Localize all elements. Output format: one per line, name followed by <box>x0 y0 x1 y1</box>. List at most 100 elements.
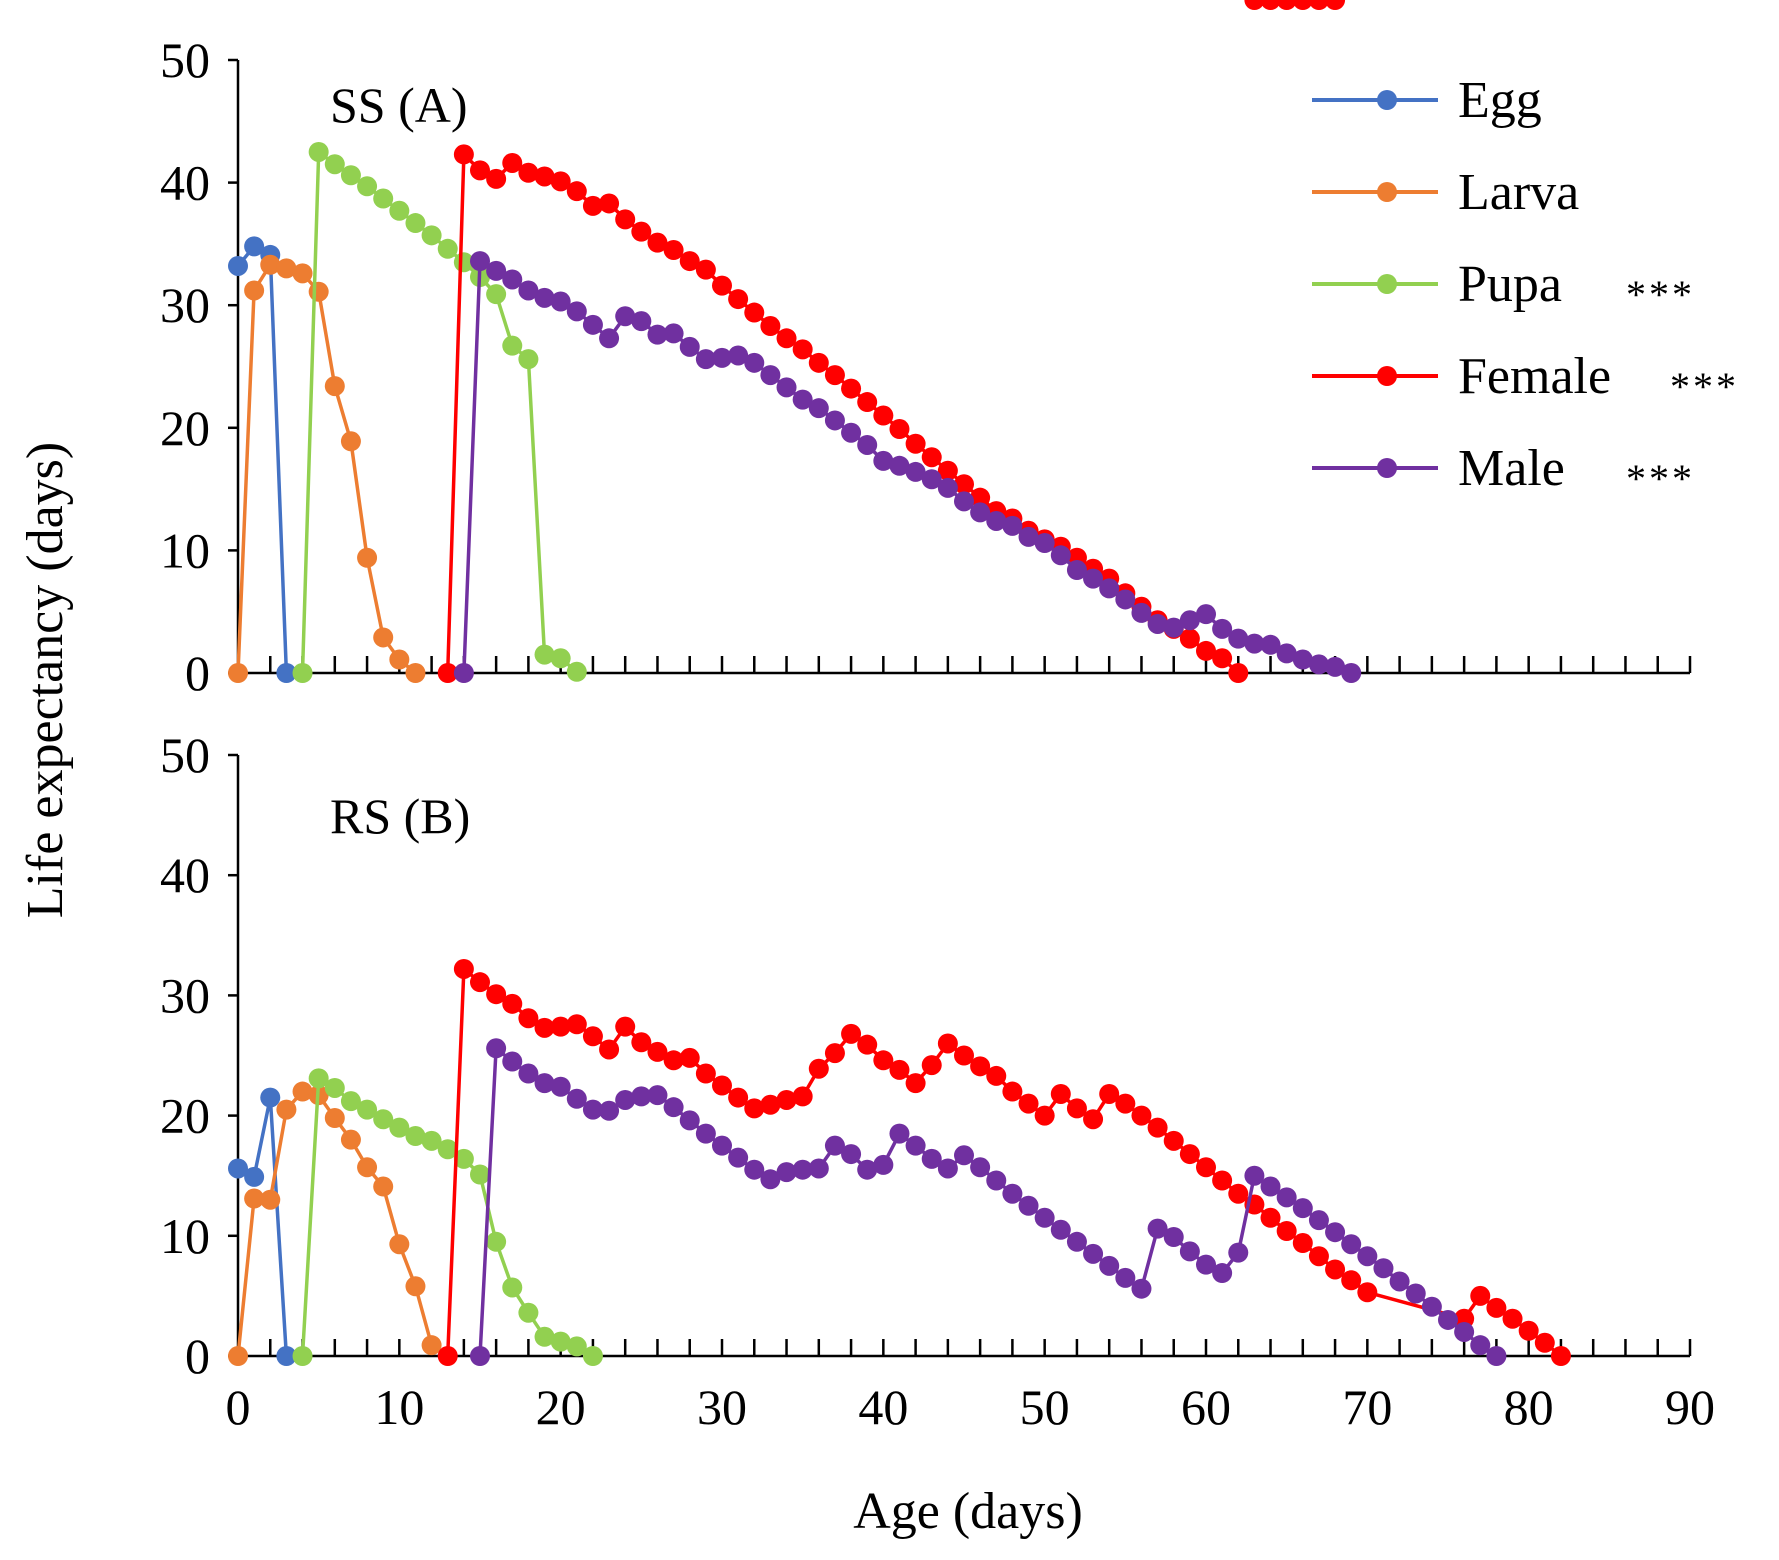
data-point <box>631 1032 652 1053</box>
data-point <box>550 1076 571 1097</box>
data-point <box>1212 618 1233 639</box>
data-point <box>1534 1332 1555 1353</box>
legend-item-female: Female *** <box>1312 348 1736 409</box>
data-point <box>792 339 813 360</box>
legend-item-pupa: Pupa *** <box>1312 256 1692 317</box>
data-point <box>566 1014 587 1035</box>
data-point <box>357 1157 378 1178</box>
data-point <box>921 1055 942 1076</box>
legend-swatch-marker <box>1377 182 1397 202</box>
y-tick-label: 20 <box>160 400 210 456</box>
data-point <box>1438 1309 1458 1330</box>
series-line-female <box>445 967 1563 1358</box>
data-point <box>357 547 378 568</box>
data-point <box>615 306 636 327</box>
legend-swatch-marker <box>1377 458 1397 478</box>
data-point <box>1454 1321 1475 1342</box>
data-point <box>389 1117 410 1138</box>
data-point <box>937 477 958 498</box>
data-point <box>728 1147 749 1168</box>
data-point <box>324 1077 345 1098</box>
data-point <box>647 232 668 253</box>
data-point <box>453 958 474 979</box>
data-point <box>324 1108 345 1129</box>
data-point <box>937 1158 958 1179</box>
data-point <box>921 1148 942 1169</box>
data-point <box>470 1346 490 1366</box>
x-tick-label: 40 <box>858 1379 908 1435</box>
data-point <box>1196 1157 1216 1178</box>
data-point <box>728 289 749 310</box>
data-point <box>1308 0 1329 10</box>
x-tick-label: 0 <box>226 1379 251 1435</box>
data-point <box>1034 533 1055 554</box>
data-point <box>954 491 974 512</box>
data-point <box>582 1346 603 1366</box>
data-point <box>1244 633 1265 654</box>
data-point <box>1389 1271 1410 1292</box>
data-point <box>1034 1207 1055 1228</box>
data-point <box>340 165 361 186</box>
plot-layer: 0 10 20 30 40 50 SS (A) 0 10 20 30 40 50 RS (B) 0 10 20 3… <box>160 0 1736 1435</box>
data-point <box>857 1034 878 1055</box>
data-point <box>292 663 313 683</box>
data-point <box>1050 545 1071 566</box>
data-point <box>1341 1234 1362 1255</box>
data-point <box>905 461 926 482</box>
data-point <box>744 352 765 373</box>
y-tick-label: 10 <box>160 1208 210 1264</box>
data-point <box>550 648 571 669</box>
panel-label: RS (B) <box>330 788 470 844</box>
data-point <box>1050 1219 1071 1240</box>
data-point <box>373 1176 394 1197</box>
data-point <box>357 176 378 197</box>
data-point <box>486 284 507 305</box>
data-point <box>647 1085 668 1106</box>
series-pupa <box>292 141 587 683</box>
data-point <box>405 1126 426 1147</box>
data-point <box>1099 1083 1120 1104</box>
y-tick-label: 40 <box>160 847 210 903</box>
data-point <box>292 1346 313 1366</box>
data-point <box>1421 1296 1442 1317</box>
series-female <box>437 958 1571 1366</box>
data-point <box>937 460 958 481</box>
data-point <box>437 1346 458 1366</box>
x-axis-title: Age (days) <box>853 1483 1083 1540</box>
data-point <box>857 392 878 413</box>
data-point <box>1292 1198 1313 1219</box>
data-point <box>453 1148 474 1169</box>
data-point <box>470 251 490 272</box>
data-point <box>518 1063 539 1084</box>
legend-item-egg: Egg <box>1312 72 1542 129</box>
data-point <box>889 419 910 440</box>
data-point <box>405 663 426 683</box>
data-point <box>502 269 523 290</box>
data-point <box>502 152 523 173</box>
data-point <box>1486 1346 1507 1366</box>
y-tick-label: 50 <box>160 727 210 783</box>
data-point <box>695 259 716 280</box>
y-tick-label: 0 <box>185 1328 210 1384</box>
data-point <box>421 1335 442 1356</box>
data-point <box>582 195 603 216</box>
data-point <box>260 1087 281 1108</box>
data-point <box>905 1135 926 1156</box>
data-point <box>389 649 410 670</box>
data-point <box>1276 1220 1297 1241</box>
data-point <box>373 627 394 648</box>
data-point <box>1163 1227 1184 1248</box>
data-point <box>486 1038 507 1059</box>
data-point <box>308 281 329 302</box>
series-larva <box>228 254 426 683</box>
series-line-larva <box>236 262 417 675</box>
data-point <box>986 510 1007 531</box>
data-point <box>1083 568 1104 589</box>
data-point <box>1099 578 1120 599</box>
data-point <box>470 160 490 181</box>
data-point <box>518 280 539 301</box>
data-point <box>1212 1170 1233 1191</box>
data-point <box>1357 1282 1378 1303</box>
data-point <box>1147 1218 1168 1239</box>
data-point <box>502 1277 523 1298</box>
